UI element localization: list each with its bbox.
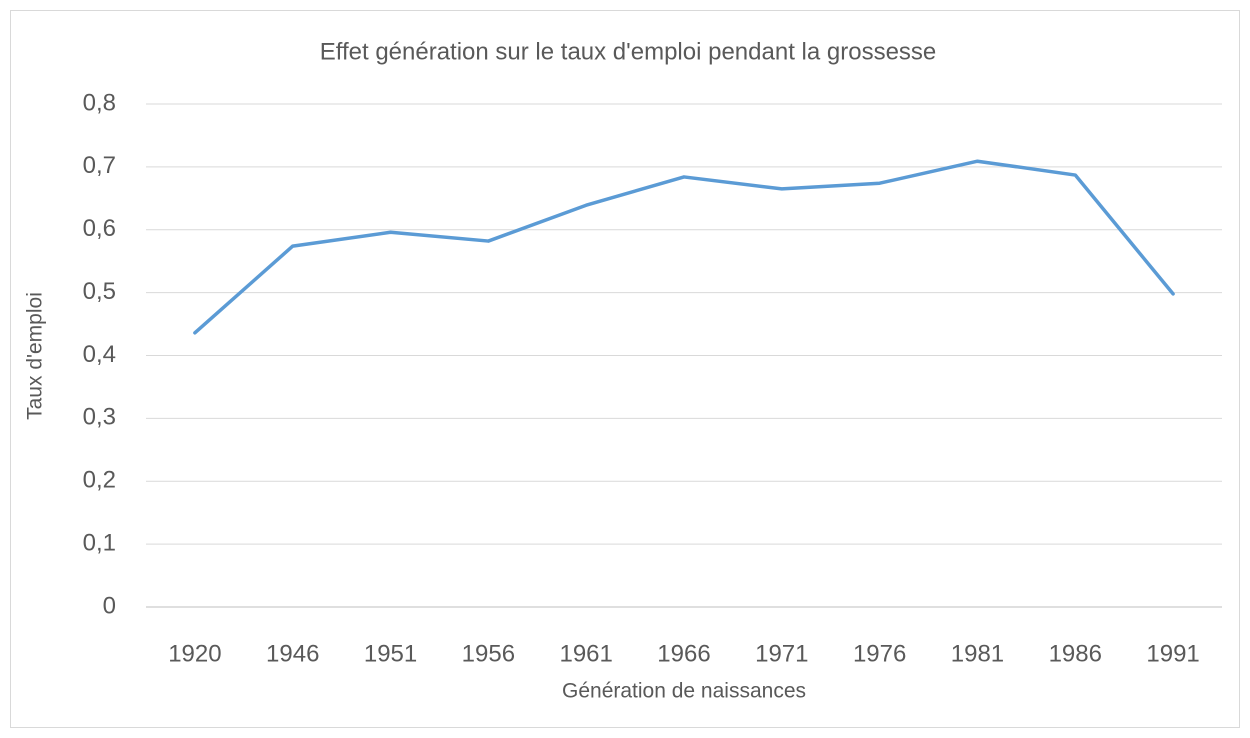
x-axis-label: Génération de naissances (562, 680, 806, 703)
y-tick-label: 0,2 (83, 467, 116, 494)
y-tick-label: 0,1 (83, 529, 116, 556)
y-tick-label: 0,4 (83, 341, 116, 368)
x-tick-label: 1946 (266, 640, 319, 667)
x-tick-label: 1981 (951, 640, 1004, 667)
y-axis-label: Taux d'emploi (24, 292, 47, 420)
x-tick-label: 1920 (168, 640, 221, 667)
x-tick-label: 1966 (657, 640, 710, 667)
y-tick-label: 0,3 (83, 404, 116, 431)
y-tick-label: 0,7 (83, 152, 116, 179)
x-tick-label: 1991 (1146, 640, 1199, 667)
y-tick-label: 0 (103, 592, 116, 619)
x-tick-label: 1956 (462, 640, 515, 667)
x-tick-label: 1986 (1049, 640, 1102, 667)
x-tick-label: 1951 (364, 640, 417, 667)
y-tick-label: 0,8 (83, 89, 116, 116)
chart-title: Effet génération sur le taux d'emploi pe… (320, 38, 937, 65)
x-tick-label: 1971 (755, 640, 808, 667)
y-tick-label: 0,6 (83, 215, 116, 242)
y-tick-label: 0,5 (83, 278, 116, 305)
chart-border (10, 10, 1240, 728)
data-line (193, 159, 1175, 335)
x-tick-label: 1961 (559, 640, 612, 667)
x-tick-label: 1976 (853, 640, 906, 667)
